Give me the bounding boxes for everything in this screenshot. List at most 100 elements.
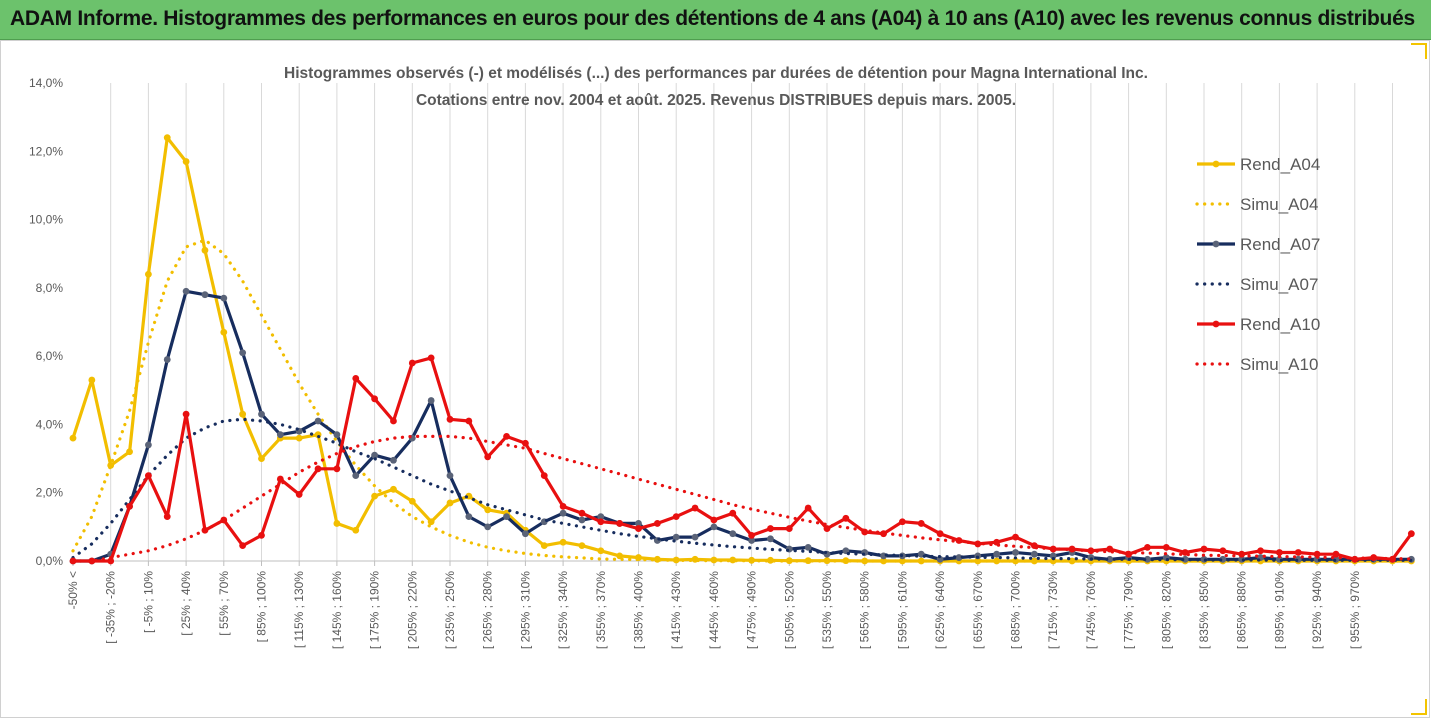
data-point bbox=[1219, 547, 1227, 555]
data-point bbox=[390, 417, 397, 425]
data-point bbox=[729, 530, 737, 538]
y-tick-label: 2,0% bbox=[36, 486, 64, 500]
legend-label: Rend_A10 bbox=[1240, 315, 1320, 334]
x-tick-label: [ 565% ; 580% bbox=[858, 571, 872, 649]
data-point bbox=[201, 246, 209, 254]
data-point bbox=[917, 520, 925, 527]
data-point bbox=[333, 520, 341, 527]
data-point bbox=[427, 354, 435, 362]
x-tick-label: [ 865% ; 880% bbox=[1235, 571, 1249, 649]
data-point bbox=[522, 530, 529, 538]
legend-label: Rend_A04 bbox=[1240, 155, 1320, 174]
x-tick-label: [ 775% ; 790% bbox=[1122, 571, 1136, 649]
data-point bbox=[672, 533, 680, 541]
x-tick-label: [ 745% ; 760% bbox=[1084, 571, 1098, 649]
y-tick-label: 0,0% bbox=[36, 554, 64, 568]
data-point bbox=[842, 557, 850, 565]
x-tick-label: [ 685% ; 700% bbox=[1009, 571, 1023, 649]
x-tick-label: [ 715% ; 730% bbox=[1046, 571, 1060, 649]
data-point bbox=[390, 485, 397, 493]
x-tick-label: [ 505% ; 520% bbox=[782, 571, 796, 649]
data-point bbox=[691, 504, 699, 512]
legend-label: Simu_A07 bbox=[1240, 275, 1318, 294]
data-point bbox=[1257, 547, 1264, 555]
data-point bbox=[465, 513, 473, 521]
data-point bbox=[465, 417, 473, 425]
data-point bbox=[710, 516, 718, 524]
data-point bbox=[559, 502, 567, 510]
series-line bbox=[73, 356, 1413, 563]
data-point bbox=[446, 499, 454, 507]
legend-marker bbox=[1212, 240, 1220, 248]
legend-item-Rend_A07: Rend_A07 bbox=[1197, 235, 1320, 254]
data-point bbox=[729, 556, 737, 564]
data-point bbox=[1030, 550, 1038, 558]
data-point bbox=[352, 472, 360, 480]
data-point bbox=[1370, 554, 1378, 561]
data-point bbox=[408, 497, 416, 505]
legend-item-Simu_A07: Simu_A07 bbox=[1195, 275, 1318, 294]
data-point bbox=[993, 550, 1001, 558]
data-point bbox=[484, 523, 492, 531]
data-point bbox=[371, 492, 378, 500]
series-Simu_A04 bbox=[71, 238, 1414, 563]
data-point bbox=[201, 291, 209, 299]
data-point bbox=[239, 349, 247, 357]
y-tick-label: 10,0% bbox=[29, 213, 63, 227]
x-tick-label: [ 325% ; 340% bbox=[556, 571, 570, 649]
data-point bbox=[220, 328, 228, 336]
data-point bbox=[145, 270, 152, 278]
data-point bbox=[1012, 557, 1019, 565]
chart-title-line2: Cotations entre nov. 2004 et août. 2025.… bbox=[416, 92, 1016, 109]
series-layer bbox=[69, 134, 1415, 565]
report-title: ADAM Informe. Histogrammes des performan… bbox=[10, 7, 1415, 30]
data-point bbox=[371, 451, 378, 459]
legend-label: Simu_A10 bbox=[1240, 355, 1318, 374]
legend-label: Rend_A07 bbox=[1240, 235, 1320, 254]
data-point bbox=[390, 456, 397, 464]
data-point bbox=[710, 523, 718, 531]
data-point bbox=[1012, 549, 1019, 556]
frame-corner-top-right bbox=[1411, 43, 1427, 59]
data-point bbox=[899, 518, 906, 526]
data-point bbox=[635, 520, 642, 527]
data-point bbox=[540, 472, 548, 480]
series-line bbox=[71, 238, 1414, 563]
data-point bbox=[258, 410, 265, 418]
data-point bbox=[145, 472, 152, 480]
legend-marker bbox=[1212, 320, 1220, 328]
data-point bbox=[295, 434, 303, 442]
x-tick-label: [ 535% ; 550% bbox=[820, 571, 834, 649]
data-point bbox=[804, 504, 812, 512]
y-tick-label: 14,0% bbox=[29, 76, 63, 90]
x-tick-label: [ 595% ; 610% bbox=[895, 571, 909, 649]
y-axis-tick-labels: 0,0% 2,0% 4,0% 6,0% 8,0% 10,0% 12,0% 14,0% bbox=[29, 76, 63, 568]
data-point bbox=[748, 537, 755, 544]
data-point bbox=[484, 453, 492, 461]
data-point bbox=[804, 543, 812, 551]
data-point bbox=[352, 526, 360, 534]
data-point bbox=[1144, 555, 1151, 563]
data-point bbox=[578, 509, 586, 517]
y-tick-label: 6,0% bbox=[36, 349, 64, 363]
data-point bbox=[371, 395, 378, 403]
data-point bbox=[917, 557, 925, 565]
chart-title-line1: Histogrammes observés (-) et modélisés (… bbox=[284, 65, 1148, 82]
x-tick-label: [ 55% ; 70% bbox=[217, 571, 231, 636]
x-tick-label: [ 205% ; 220% bbox=[405, 571, 419, 649]
y-tick-label: 8,0% bbox=[36, 281, 64, 295]
data-point bbox=[182, 410, 190, 418]
data-point bbox=[1049, 552, 1057, 560]
x-tick-label: [ -35% ; -20% bbox=[104, 571, 118, 644]
data-point bbox=[635, 525, 642, 532]
x-tick-label: [ 835% ; 850% bbox=[1197, 571, 1211, 649]
data-point bbox=[1162, 543, 1170, 551]
data-point bbox=[616, 520, 624, 527]
data-point bbox=[559, 509, 567, 517]
x-tick-label: [ 385% ; 400% bbox=[632, 571, 646, 649]
x-tick-label: [ 895% ; 910% bbox=[1272, 571, 1286, 649]
data-point bbox=[936, 530, 944, 538]
data-point bbox=[88, 557, 96, 565]
data-point bbox=[69, 434, 77, 442]
data-point bbox=[729, 509, 737, 517]
